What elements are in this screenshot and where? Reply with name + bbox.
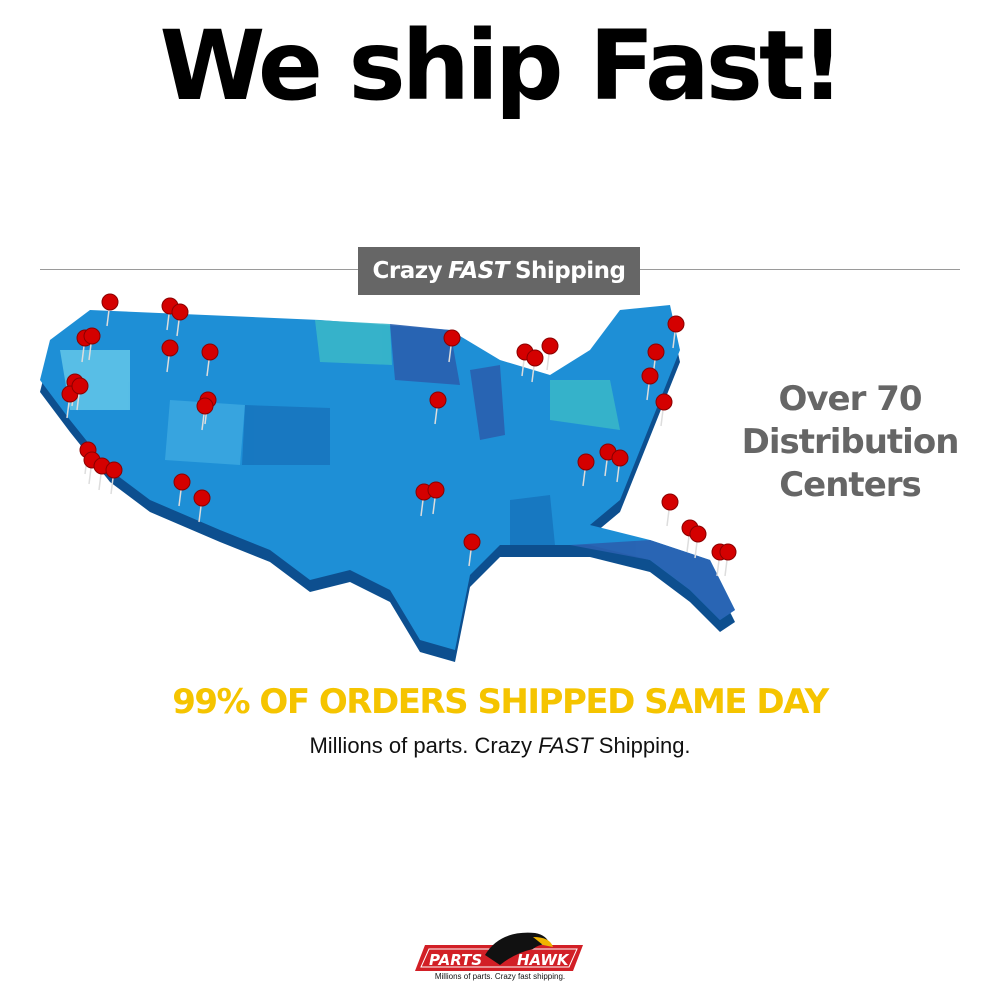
distribution-centers-callout: Over 70 Distribution Centers	[740, 378, 960, 507]
state-patches	[60, 320, 735, 620]
logo-hawk: HAWK	[517, 951, 570, 969]
callout-line-2: Distribution	[741, 422, 960, 462]
callout-line-3: Centers	[779, 465, 922, 505]
hawk-logo-icon	[485, 932, 550, 965]
callout-line-1: Over 70	[778, 379, 922, 419]
shipping-banner: Crazy FAST Shipping	[358, 247, 640, 295]
logo-tagline: Millions of parts. Crazy fast shipping.	[434, 972, 566, 981]
map-pin-icon	[655, 393, 673, 411]
map-pin-icon	[641, 367, 659, 385]
map-pin-icon	[427, 481, 445, 499]
map-pin-icon	[173, 473, 191, 491]
map-pin-icon	[83, 327, 101, 345]
map-pin-icon	[161, 339, 179, 357]
subline-text-1: Millions of parts. Crazy	[309, 733, 532, 758]
map-pin-icon	[541, 337, 559, 355]
divider-left	[40, 269, 358, 270]
map-pin-icon	[71, 377, 89, 395]
map-pin-icon	[719, 543, 737, 561]
map-pin-icon	[101, 293, 119, 311]
same-day-highlight: 99% OF ORDERS SHIPPED SAME DAY	[172, 682, 829, 722]
map-pin-icon	[689, 525, 707, 543]
map-pin-icon	[463, 533, 481, 551]
logo-parts: PARTS	[429, 951, 482, 969]
map-pin-icon	[661, 493, 679, 511]
map-pin-icon	[667, 315, 685, 333]
subline-text-3: Shipping.	[598, 733, 691, 758]
map-pin-icon	[193, 489, 211, 507]
subline-text-2: FAST	[538, 733, 593, 758]
map-pin-icon	[443, 329, 461, 347]
subline: Millions of parts. Crazy FAST Shipping.	[0, 733, 1000, 759]
map-pin-icon	[577, 453, 595, 471]
map-pin-icon	[647, 343, 665, 361]
map-pin-icon	[611, 449, 629, 467]
us-map	[40, 293, 737, 662]
divider-right	[640, 269, 960, 270]
partshawk-logo: PARTS HAWK	[415, 932, 583, 971]
pins-layer	[61, 293, 737, 577]
map-pin-icon	[105, 461, 123, 479]
map-pin-icon	[201, 343, 219, 361]
headline: We ship Fast!	[159, 10, 844, 122]
banner-text-1: Crazy	[372, 258, 443, 284]
banner-text-3: Shipping	[514, 258, 626, 284]
map-pin-icon	[196, 397, 214, 415]
map-pin-icon	[429, 391, 447, 409]
banner-text-2: FAST	[448, 258, 509, 284]
map-pin-icon	[171, 303, 189, 321]
map-pin-icon	[526, 349, 544, 367]
